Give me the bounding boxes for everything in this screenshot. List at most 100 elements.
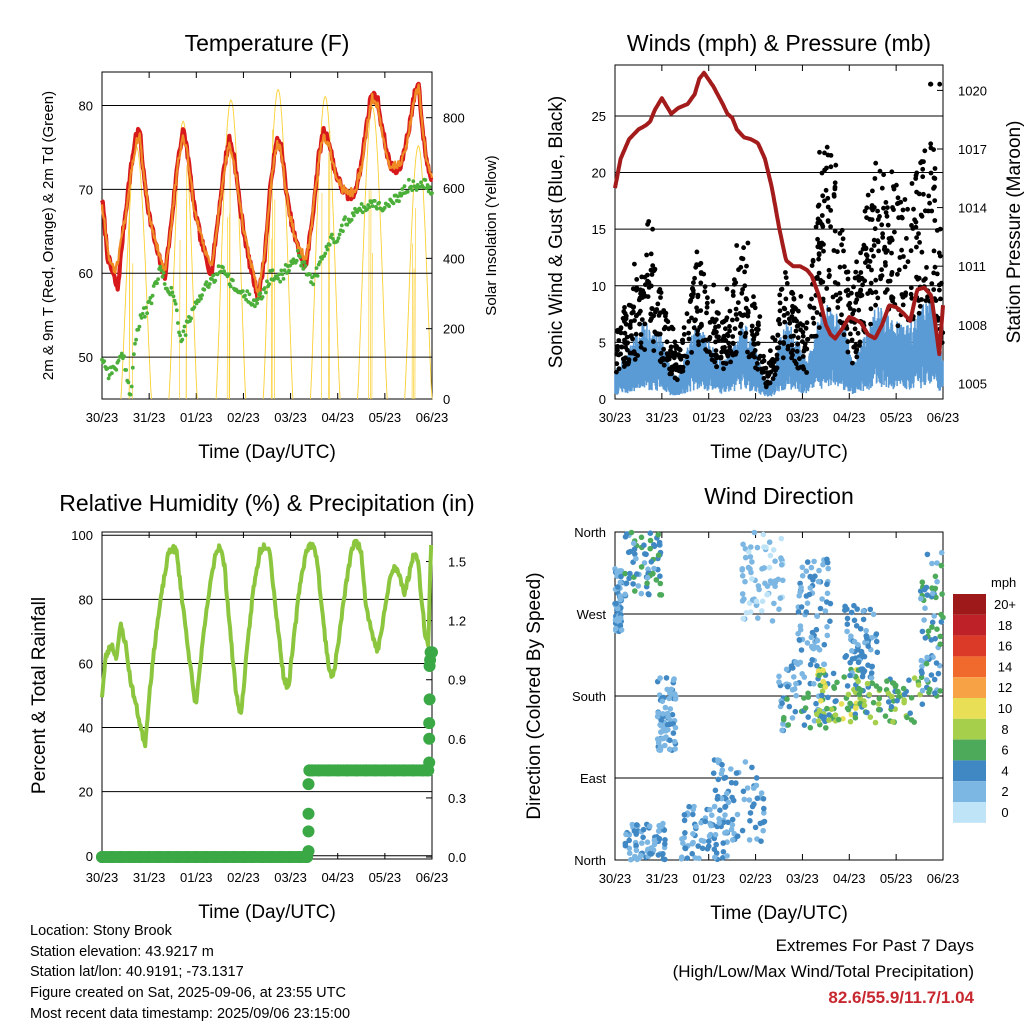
gust-point: [873, 278, 878, 283]
wind-direction-point: [925, 592, 931, 598]
gust-point: [848, 332, 853, 337]
gust-point: [630, 311, 635, 316]
gust-point: [779, 287, 784, 292]
wind-direction-point: [761, 806, 767, 812]
gust-point: [832, 248, 837, 253]
wind-direction-point: [821, 679, 827, 685]
wind-direction-point: [638, 853, 644, 859]
dewpoint-point: [279, 269, 283, 273]
wind-direction-point: [715, 757, 721, 763]
dewpoint-point: [367, 205, 371, 209]
gust-point: [854, 355, 859, 360]
x-tick-label: 31/23: [646, 410, 679, 425]
dewpoint-point: [428, 185, 432, 189]
wind-direction-point: [934, 660, 940, 666]
gust-point: [710, 299, 715, 304]
y2-tick-label: 200: [443, 322, 465, 337]
wind-direction-point: [874, 683, 880, 689]
x-tick-label: 30/23: [599, 410, 632, 425]
wind-direction-point: [922, 605, 928, 611]
gust-point: [719, 350, 724, 355]
dewpoint-point: [169, 286, 173, 290]
gust-point: [873, 303, 878, 308]
gust-point: [670, 368, 675, 373]
wind-direction-point: [856, 660, 862, 666]
wind-direction-point: [618, 580, 624, 586]
wind-direction-point: [679, 856, 685, 862]
wind-direction-point: [849, 648, 855, 654]
legend-swatch: [953, 594, 986, 615]
wind-direction-point: [793, 659, 799, 665]
x-tick-label: 04/23: [833, 871, 866, 886]
gust-point: [818, 219, 823, 224]
wind-direction-point: [626, 838, 632, 844]
latlon-text: Station lat/lon: 40.9191; -73.1317: [30, 962, 350, 983]
legend-swatch: [953, 719, 986, 740]
dewpoint-point: [424, 178, 428, 182]
wind-direction-point: [743, 555, 749, 561]
gust-point: [632, 318, 637, 323]
gust-point: [681, 369, 686, 374]
wind-direction-point: [932, 690, 938, 696]
gust-point: [733, 352, 738, 357]
wind-direction-point: [667, 747, 673, 753]
wind-direction-point: [651, 566, 657, 572]
gust-point: [800, 339, 805, 344]
wind-direction-point: [740, 573, 746, 579]
legend-label: 12: [998, 680, 1012, 695]
wind-direction-point: [822, 642, 828, 648]
wind-direction-point: [819, 714, 825, 720]
gust-point: [920, 167, 925, 172]
wind-direction-point: [884, 678, 890, 684]
gust-point: [805, 320, 810, 325]
wind-direction-point: [658, 746, 664, 752]
dewpoint-point: [132, 352, 136, 356]
wind-direction-point: [919, 670, 925, 676]
gust-point: [850, 338, 855, 343]
wind-direction-point: [624, 580, 630, 586]
wind-direction-point: [844, 629, 850, 635]
gust-point: [785, 281, 790, 286]
gust-point: [715, 310, 720, 315]
dewpoint-point: [241, 289, 245, 293]
gust-point: [922, 148, 927, 153]
wind-direction-point: [832, 699, 838, 705]
x-tick-label: 04/23: [321, 870, 354, 885]
gust-point: [885, 287, 890, 292]
wind-direction-point: [662, 857, 668, 863]
gust-point: [677, 355, 682, 360]
gust-point: [824, 188, 829, 193]
wind-direction-point: [767, 539, 773, 545]
gust-point: [644, 253, 649, 258]
gust-point: [725, 352, 730, 357]
gust-point: [861, 247, 866, 252]
dewpoint-point: [174, 302, 178, 306]
gust-point: [805, 337, 810, 342]
gust-point: [790, 314, 795, 319]
gust-point: [791, 334, 796, 339]
wind-direction-point: [748, 810, 754, 816]
gust-point: [725, 332, 730, 337]
gust-point: [895, 272, 900, 277]
chart-title: Temperature (F): [185, 30, 350, 56]
wind-direction-point: [632, 828, 638, 834]
station-info: Location: Stony Brook Station elevation:…: [30, 921, 350, 1025]
dewpoint-point: [409, 185, 413, 189]
wind-direction-point: [871, 612, 877, 618]
gust-point: [929, 171, 934, 176]
gust-point: [933, 166, 938, 171]
dewpoint-point: [178, 334, 182, 338]
wind-direction-point: [909, 695, 915, 701]
dewpoint-point: [202, 288, 206, 292]
wind-direction-point: [664, 675, 670, 681]
wind-direction-point: [690, 831, 696, 837]
gust-point: [631, 305, 636, 310]
gust-point: [716, 324, 721, 329]
wind-direction-point: [634, 822, 640, 828]
gust-point: [782, 320, 787, 325]
gust-point: [702, 289, 707, 294]
gust-point: [766, 374, 771, 379]
gust-point: [829, 164, 834, 169]
x-tick-label: 06/23: [416, 410, 449, 425]
gust-point: [647, 285, 652, 290]
